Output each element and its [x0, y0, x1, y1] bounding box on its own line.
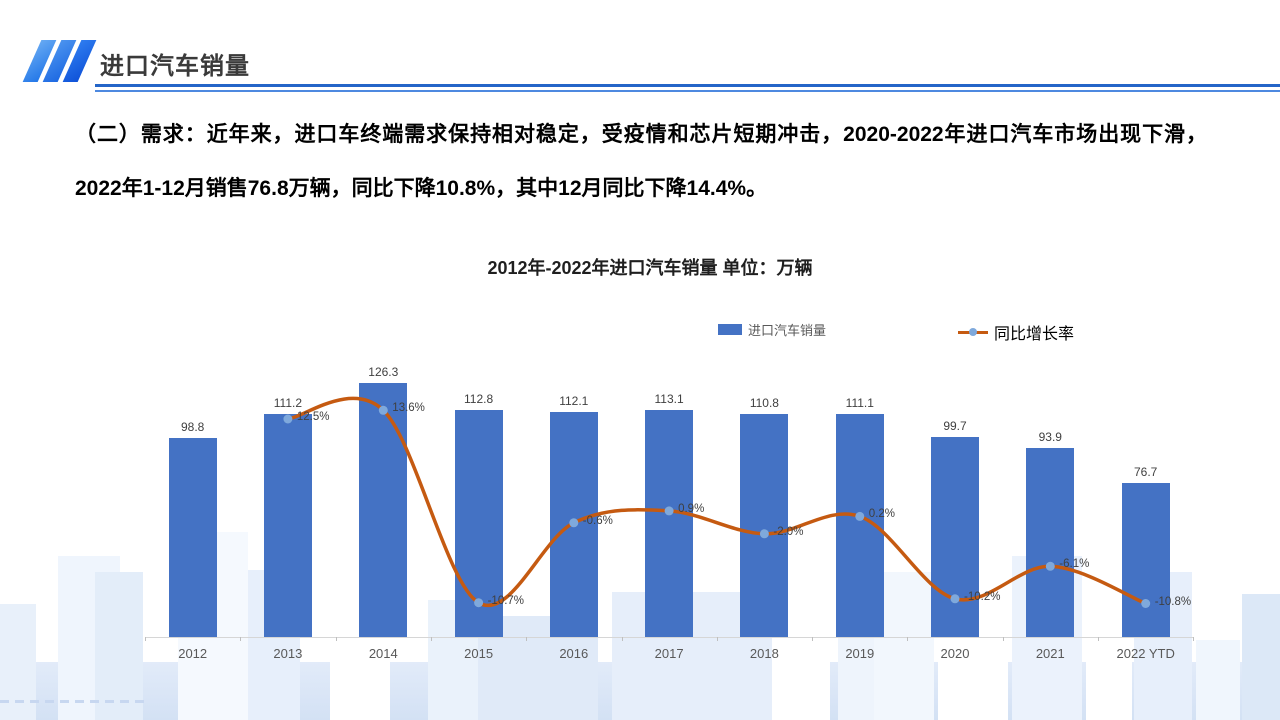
line-value-label: 12.5% — [296, 411, 330, 423]
skyline-block — [330, 640, 390, 720]
bar-value-label: 99.7 — [943, 418, 967, 433]
x-axis-label: 2020 — [940, 646, 970, 661]
bar-value-label: 112.8 — [464, 392, 494, 407]
legend-item-bar: 进口汽车销量 — [718, 320, 826, 339]
x-axis-label: 2017 — [654, 646, 684, 661]
line-value-label: -10.8% — [1154, 595, 1192, 608]
bar-value-label: 110.8 — [749, 396, 779, 411]
x-axis-tick — [430, 637, 432, 641]
line-value-label: 13.6% — [392, 402, 425, 415]
x-axis-tick — [526, 637, 528, 641]
bar-value-label: 111.2 — [273, 395, 303, 410]
bar — [263, 413, 312, 637]
legend-bar-label: 进口汽车销量 — [748, 323, 827, 338]
x-axis-tick — [621, 637, 623, 641]
x-axis-tick — [145, 637, 146, 641]
legend-item-line: 同比增长率 — [958, 320, 1074, 344]
legend-line-label: 同比增长率 — [994, 326, 1075, 343]
bar-value-label: 126.3 — [368, 365, 399, 380]
line-value-label: -10.7% — [487, 594, 525, 607]
bar — [1026, 448, 1075, 637]
skyline-block — [772, 648, 830, 720]
bar-value-label: 112.1 — [559, 393, 589, 408]
x-axis-tick — [1098, 637, 1099, 641]
x-axis-label: 2013 — [273, 646, 303, 661]
bar — [168, 438, 217, 637]
x-axis-tick — [1193, 637, 1195, 641]
line-value-label: -6.1% — [1059, 558, 1090, 571]
x-axis-label: 2012 — [178, 646, 208, 661]
legend-bar-swatch-icon — [718, 324, 742, 335]
legend-line-marker-icon — [958, 326, 988, 338]
x-axis-label: 2014 — [368, 646, 398, 661]
x-axis-tick — [335, 637, 337, 641]
bar-value-label: 98.8 — [181, 420, 205, 435]
bar — [931, 436, 979, 637]
page-title: 进口汽车销量 — [100, 53, 250, 80]
skyline-block — [1196, 640, 1240, 720]
chart-title: 2012年-2022年进口汽车销量 单位：万辆 — [487, 258, 813, 278]
x-axis-tick — [812, 637, 814, 641]
x-axis-label: 2015 — [464, 646, 494, 661]
bar — [359, 383, 408, 637]
bar — [1121, 482, 1170, 637]
bar — [645, 409, 694, 637]
bar-value-label: 111.1 — [845, 395, 874, 410]
x-axis-label: 2016 — [559, 646, 589, 661]
x-axis-label: 2019 — [845, 646, 875, 661]
line-value-label: -10.2% — [964, 590, 1001, 603]
header-slashes-icon — [22, 40, 97, 82]
line-value-label: -2.0% — [773, 525, 804, 538]
line-value-label: -0.6% — [582, 514, 613, 527]
body-paragraph: （二）需求：近年来，进口车终端需求保持相对稳定，受疫情和芯片短期冲击，2020-… — [75, 123, 1207, 200]
x-axis-tick — [240, 637, 242, 641]
x-axis-label: 2021 — [1035, 646, 1065, 661]
skyline-windows — [0, 700, 148, 703]
bar-value-label: 93.9 — [1038, 430, 1062, 445]
bar-value-label: 113.1 — [654, 391, 684, 406]
x-axis-tick — [1002, 637, 1004, 641]
x-axis-label: 2022 YTD — [1116, 646, 1175, 661]
x-axis-tick — [716, 637, 718, 641]
skyline-block — [938, 648, 1008, 720]
header-underline — [95, 84, 1280, 87]
line-value-label: 0.2% — [868, 508, 896, 521]
x-axis-label: 2018 — [749, 646, 779, 661]
bar — [835, 413, 884, 637]
x-axis-tick — [907, 637, 909, 641]
bar-value-label: 76.7 — [1134, 464, 1158, 479]
x-axis-line — [145, 637, 1193, 638]
header-underline-thin — [95, 90, 1280, 92]
skyline-block — [95, 572, 143, 720]
line-value-label: 0.9% — [678, 502, 705, 515]
skyline-block — [1242, 594, 1280, 720]
